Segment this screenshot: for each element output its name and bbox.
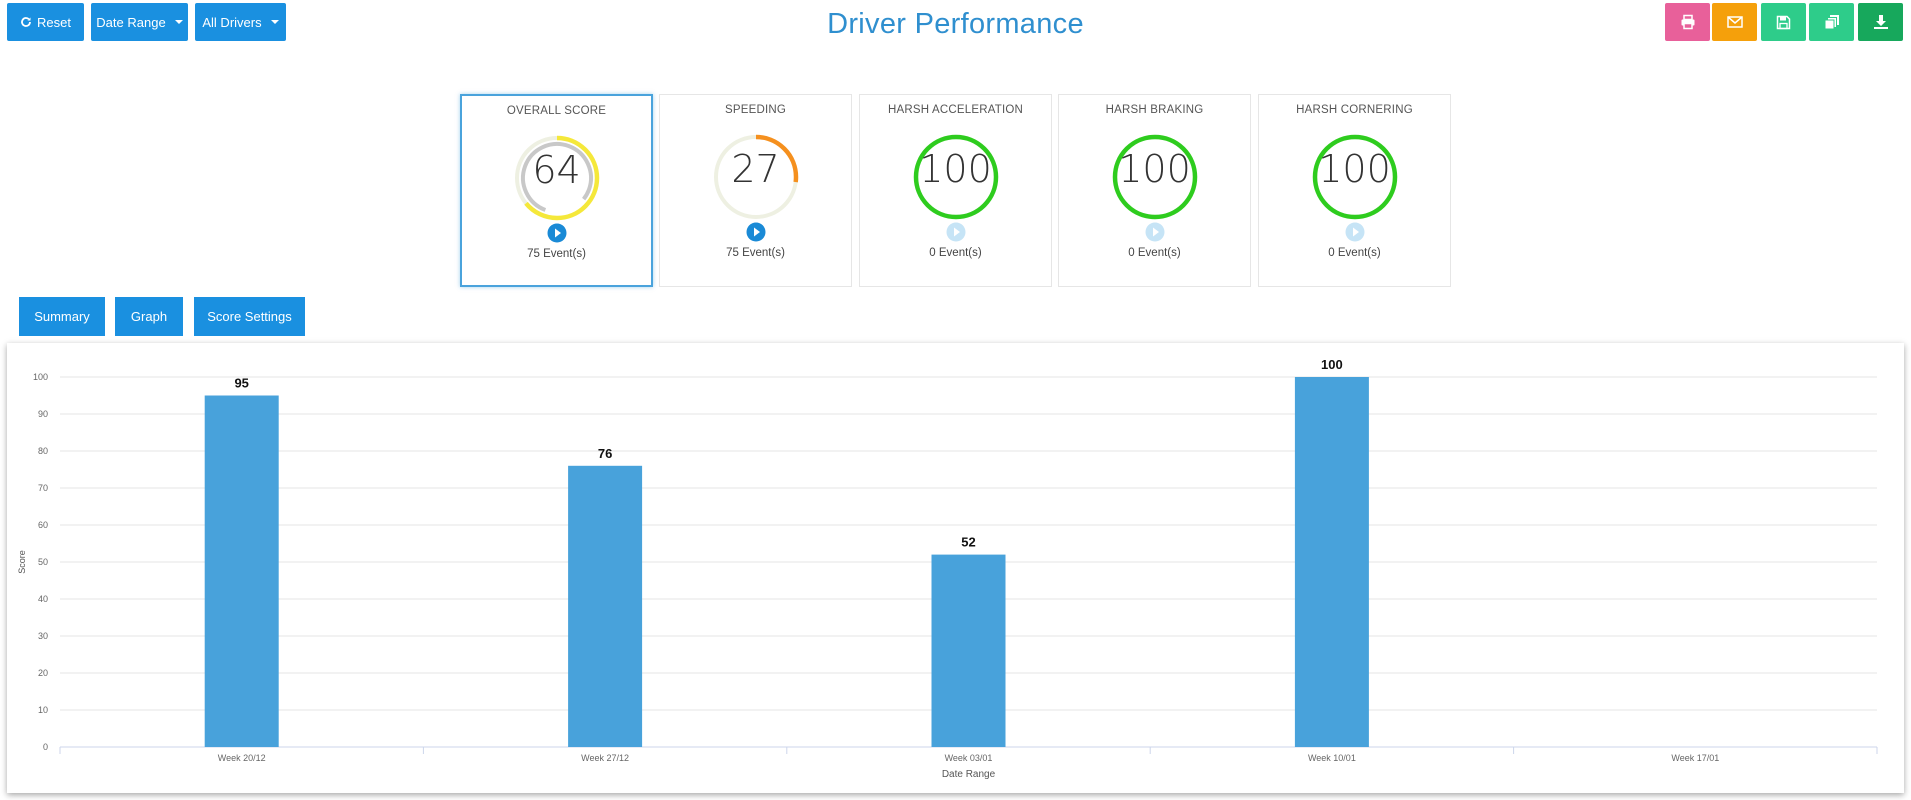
download-button[interactable] — [1858, 3, 1903, 41]
gauge-arc — [1112, 134, 1197, 220]
gauge-arc — [913, 134, 998, 220]
tab-score-settings[interactable]: Score Settings — [194, 297, 305, 336]
bar — [1294, 377, 1369, 747]
score-card-title: SPEEDING — [724, 104, 787, 116]
score-gauge — [713, 134, 798, 220]
x-axis-title: Date Range — [942, 769, 996, 780]
score-card[interactable]: OVERALL SCORE 64 75 Event(s) — [460, 94, 653, 287]
email-button[interactable] — [1712, 3, 1757, 41]
all-drivers-dropdown[interactable]: All Drivers — [195, 3, 286, 41]
caret-down-icon — [174, 20, 183, 24]
x-tick-label: Week 10/01 — [1308, 753, 1356, 763]
gauge-arc — [713, 134, 798, 220]
data-label: 100 — [1321, 357, 1343, 372]
tab-graph[interactable]: Graph — [115, 297, 183, 336]
play-icon[interactable] — [1345, 222, 1365, 242]
bar — [931, 554, 1006, 747]
score-card[interactable]: HARSH CORNERING 100 0 Event(s) — [1258, 94, 1451, 287]
date-range-dropdown[interactable]: Date Range — [91, 3, 188, 41]
score-value: 100 — [1318, 147, 1391, 191]
x-tick-label: Week 03/01 — [945, 753, 993, 763]
score-card-title: HARSH ACCELERATION — [887, 104, 1024, 116]
data-label: 52 — [961, 535, 975, 550]
y-tick-label: 70 — [38, 483, 48, 493]
download-icon — [1873, 15, 1888, 29]
event-count: 0 Event(s) — [929, 247, 982, 259]
copy-icon — [1824, 15, 1839, 30]
score-value: 100 — [919, 147, 992, 191]
gauge-arc — [1312, 134, 1397, 220]
play-icon[interactable] — [746, 222, 766, 242]
data-label: 76 — [598, 446, 612, 461]
score-gauge — [913, 134, 998, 220]
play-icon[interactable] — [1145, 222, 1165, 242]
x-tick-label: Week 20/12 — [218, 753, 266, 763]
caret-down-icon — [270, 20, 279, 24]
gauge-arc — [514, 135, 599, 221]
play-icon[interactable] — [547, 223, 567, 243]
y-axis-title: Score — [17, 550, 27, 574]
refresh-icon — [21, 17, 31, 27]
bar — [568, 465, 643, 747]
copy-button[interactable] — [1809, 3, 1854, 41]
x-tick-label: Week 17/01 — [1671, 753, 1719, 763]
score-value: 100 — [1118, 147, 1191, 191]
y-tick-label: 0 — [43, 742, 48, 752]
envelope-icon — [1726, 16, 1743, 28]
event-count: 75 Event(s) — [726, 247, 785, 259]
y-tick-label: 100 — [33, 372, 48, 382]
y-tick-label: 40 — [38, 594, 48, 604]
y-tick-label: 30 — [38, 631, 48, 641]
tab-summary[interactable]: Summary — [19, 297, 105, 336]
all-drivers-label: All Drivers — [202, 14, 262, 30]
data-label: 95 — [234, 376, 248, 391]
y-tick-label: 90 — [38, 409, 48, 419]
event-count: 0 Event(s) — [1128, 247, 1181, 259]
score-gauge — [1112, 134, 1197, 220]
event-count: 0 Event(s) — [1328, 247, 1381, 259]
y-tick-label: 20 — [38, 668, 48, 678]
score-card[interactable]: HARSH ACCELERATION 100 0 Event(s) — [859, 94, 1052, 287]
y-tick-label: 80 — [38, 446, 48, 456]
y-tick-label: 60 — [38, 520, 48, 530]
score-gauge — [514, 135, 599, 221]
score-value: 64 — [532, 148, 581, 192]
y-tick-label: 10 — [38, 705, 48, 715]
reset-label: Reset — [37, 14, 71, 30]
play-icon[interactable] — [946, 222, 966, 242]
score-value: 27 — [731, 147, 780, 191]
floppy-disk-icon — [1776, 15, 1791, 29]
reset-button[interactable]: Reset — [7, 3, 84, 41]
score-card[interactable]: HARSH BRAKING 100 0 Event(s) — [1058, 94, 1251, 287]
score-card-title: HARSH CORNERING — [1296, 104, 1413, 116]
save-button[interactable] — [1761, 3, 1806, 41]
y-tick-label: 50 — [38, 557, 48, 567]
score-card-title: OVERALL SCORE — [506, 105, 607, 117]
print-button[interactable] — [1665, 3, 1710, 41]
score-gauge — [1312, 134, 1397, 220]
score-card[interactable]: SPEEDING 27 75 Event(s) — [659, 94, 852, 287]
date-range-label: Date Range — [96, 14, 166, 30]
x-tick-label: Week 27/12 — [581, 753, 629, 763]
score-bar-chart: 0 10 20 30 40 50 60 70 80 90 100 Week 20/12 95 Week 2… — [17, 357, 1878, 780]
print-icon — [1681, 14, 1694, 30]
event-count: 75 Event(s) — [527, 248, 586, 260]
bar — [204, 395, 279, 747]
page-title: Driver Performance — [827, 8, 1084, 40]
chart-panel: 0 10 20 30 40 50 60 70 80 90 100 Week 20/12 95 Week 2… — [7, 343, 1904, 793]
score-card-title: HARSH BRAKING — [1105, 104, 1204, 116]
